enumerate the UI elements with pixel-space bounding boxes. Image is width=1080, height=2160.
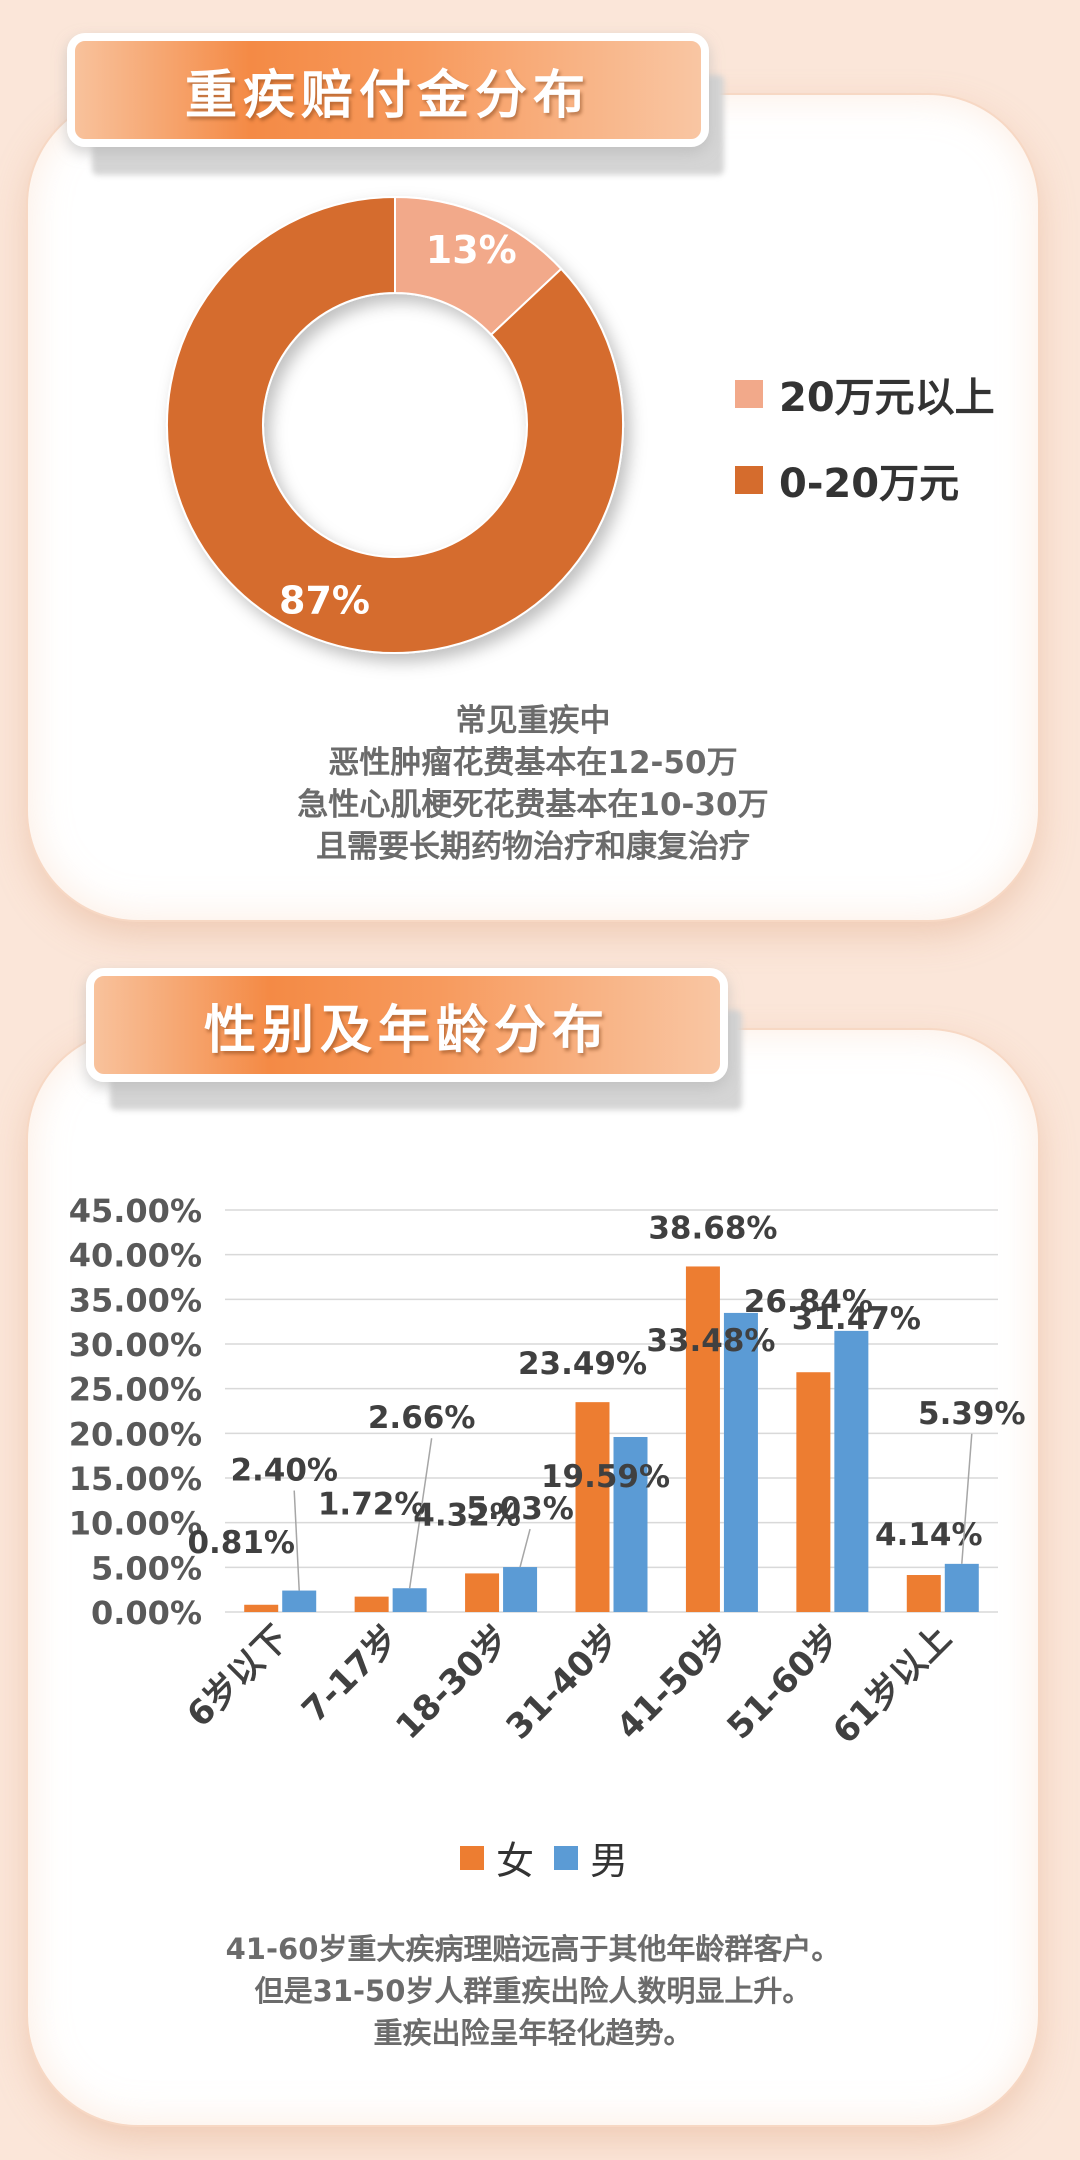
data-label-female: 26.84% (744, 1284, 873, 1320)
note-line: 且需要长期药物治疗和康复治疗 (316, 829, 750, 865)
slice-label: 13% (426, 228, 517, 272)
section2-note: 41-60岁重大疾病理赔远高于其他年龄群客户。 但是31-50岁人群重疾出险人数… (28, 1928, 1038, 2054)
slice-label: 87% (279, 578, 370, 622)
y-tick-label: 35.00% (69, 1281, 202, 1319)
bar-male (282, 1590, 317, 1612)
legend-swatch (735, 466, 763, 494)
data-label-female: 4.14% (875, 1517, 983, 1553)
x-tick-label: 18-30岁 (388, 1618, 517, 1747)
legend-item: 0-20万元 (735, 451, 995, 509)
bar-female (575, 1402, 610, 1612)
bar-legend: 女 男 (460, 1830, 648, 1885)
section1-title: 重疾赔付金分布 (184, 65, 591, 126)
data-label-male: 2.66% (368, 1400, 476, 1436)
data-label-male: 31.47% (792, 1301, 921, 1337)
note-line: 41-60岁重大疾病理赔远高于其他年龄群客户。 (225, 1932, 841, 1966)
bar-male (944, 1563, 979, 1612)
x-tick-label: 31-40岁 (499, 1618, 628, 1747)
y-tick-label: 10.00% (69, 1505, 202, 1543)
donut-slices (166, 195, 624, 654)
legend-label: 0-20万元 (779, 461, 960, 507)
y-tick-label: 25.00% (69, 1371, 202, 1409)
bar-male (834, 1330, 869, 1612)
legend-label: 20万元以上 (779, 375, 995, 421)
bar-male (392, 1588, 427, 1612)
leader-line (519, 1528, 531, 1568)
data-label-male: 5.39% (918, 1396, 1026, 1432)
section2-title-box: 性别及年龄分布 (86, 968, 728, 1082)
y-tick-label: 15.00% (69, 1460, 202, 1498)
data-label-female: 23.49% (518, 1346, 647, 1382)
bar-male (613, 1436, 648, 1612)
data-label-female: 1.72% (318, 1487, 426, 1523)
bar-female (796, 1372, 831, 1612)
bar-female (685, 1266, 720, 1612)
donut-slice (166, 195, 624, 654)
legend-swatch (554, 1845, 579, 1870)
y-tick-label: 40.00% (69, 1237, 202, 1275)
legend-label: 女 (496, 1839, 535, 1883)
bar-female (465, 1573, 500, 1612)
donut-chart: 13% 87% (166, 195, 624, 654)
bar-female (354, 1596, 389, 1612)
y-tick-label: 5.00% (91, 1549, 202, 1587)
bar-chart: 0.00% 5.00% 10.00% 15.00% 20.00% 25.00% 30.00%… (69, 1192, 1026, 1752)
pie-legend: 20万元以上 0-20万元 (735, 365, 995, 537)
data-label-female: 0.81% (187, 1525, 295, 1561)
y-tick-label: 30.00% (69, 1326, 202, 1364)
x-tick-label: 7-17岁 (295, 1618, 407, 1730)
data-label-male: 2.40% (230, 1453, 338, 1489)
bar-male (723, 1312, 758, 1612)
data-label-female: 38.68% (648, 1210, 777, 1246)
note-line: 急性心肌梗死花费基本在10-30万 (297, 787, 769, 823)
bar-male (503, 1567, 538, 1612)
y-tick-label: 20.00% (69, 1415, 202, 1453)
bar-female (244, 1604, 279, 1612)
note-line: 重疾出险呈年轻化趋势。 (373, 2016, 693, 2050)
leader-line (293, 1490, 300, 1591)
legend-swatch (735, 380, 763, 408)
legend-label: 男 (590, 1839, 629, 1883)
section1-note: 常见重疾中 恶性肿瘤花费基本在12-50万 急性心肌梗死花费基本在10-30万 … (28, 700, 1038, 868)
legend-item: 20万元以上 (735, 365, 995, 423)
bar-female (906, 1575, 941, 1612)
section2-title: 性别及年龄分布 (203, 1000, 610, 1061)
x-tick-label: 41-50岁 (609, 1618, 738, 1747)
y-tick-label: 0.00% (91, 1594, 202, 1632)
legend-swatch (460, 1845, 484, 1870)
section1-title-box: 重疾赔付金分布 (67, 33, 709, 147)
note-line: 但是31-50岁人群重疾出险人数明显上升。 (254, 1974, 812, 2008)
x-tick-label: 61岁以上 (825, 1618, 959, 1752)
data-label-male: 33.48% (646, 1323, 775, 1359)
x-tick-label: 6岁以下 (179, 1618, 296, 1735)
data-label-male: 5.03% (466, 1491, 574, 1527)
leader-line (408, 1438, 433, 1589)
note-line: 常见重疾中 (455, 703, 611, 739)
leader-line (961, 1433, 973, 1564)
data-label-male: 19.59% (541, 1459, 670, 1495)
data-label-female: 4.32% (413, 1497, 521, 1533)
y-tick-label: 45.00% (69, 1192, 202, 1230)
note-line: 恶性肿瘤花费基本在12-50万 (328, 745, 738, 781)
